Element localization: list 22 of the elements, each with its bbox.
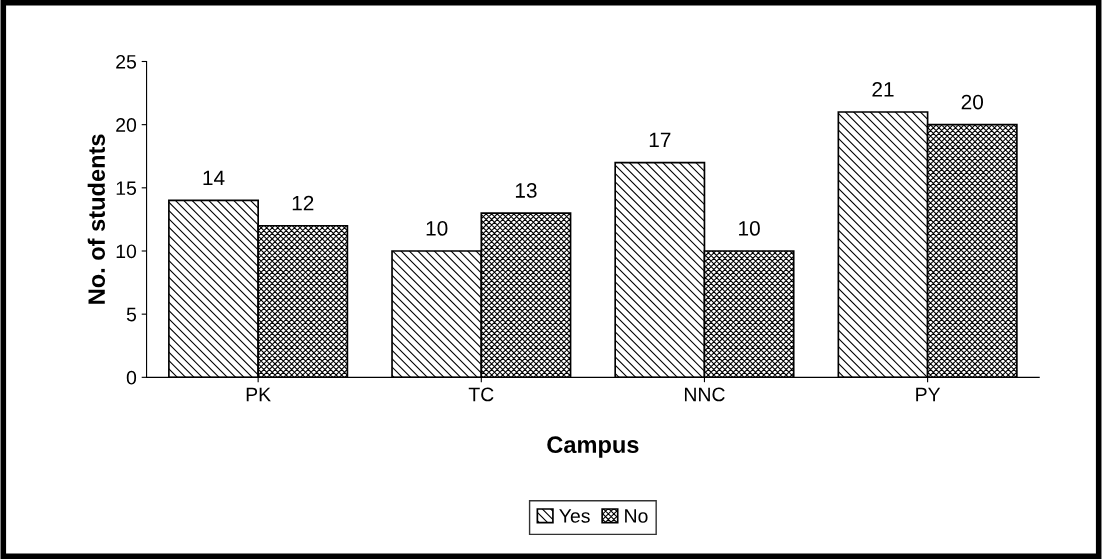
data-label: 10 <box>426 221 448 236</box>
y-tick-label: 0 <box>126 370 137 385</box>
legend-label: No <box>625 509 648 523</box>
data-label: 14 <box>203 170 225 186</box>
y-tick-label: 20 <box>116 118 137 132</box>
y-tick-label: 15 <box>116 181 137 196</box>
x-axis-title: Campus <box>547 436 639 458</box>
y-tick-label: 25 <box>116 54 137 69</box>
data-label: 10 <box>739 221 760 236</box>
data-label: 12 <box>292 195 314 211</box>
x-tick-label: TC <box>468 387 494 402</box>
y-tick-label: 10 <box>116 244 137 259</box>
data-label: 20 <box>961 94 984 110</box>
x-tick-label: PK <box>246 387 271 402</box>
x-tick-label: PY <box>916 387 941 402</box>
data-label: 21 <box>872 82 894 97</box>
data-label: 17 <box>649 132 671 148</box>
data-label: 13 <box>515 183 537 198</box>
legend-label: Yes <box>559 509 590 523</box>
y-tick-label: 5 <box>126 307 137 322</box>
x-tick-label: NNC <box>684 387 725 402</box>
y-axis-title: No. of students <box>87 134 105 304</box>
